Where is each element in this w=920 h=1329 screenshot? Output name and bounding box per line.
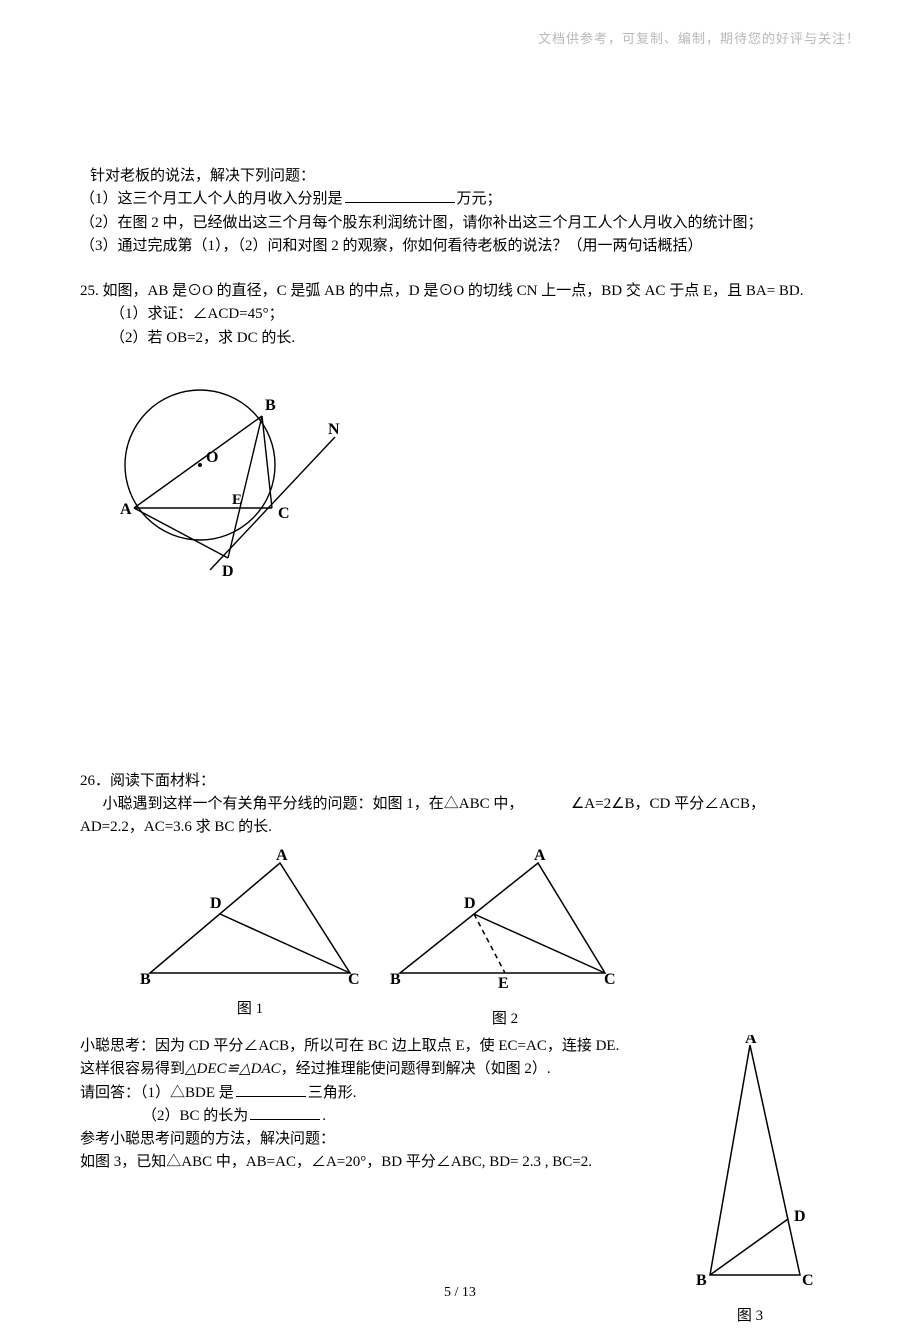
q26f2-B: B	[390, 971, 401, 988]
q26-fig3-caption: 图 3	[660, 1305, 840, 1328]
q26-ask1-tail: 三角形.	[308, 1085, 357, 1101]
q26-para1-a: 小聪遇到这样一个有关角平分线的问题：如图 1，在△ABC 中，	[103, 796, 524, 812]
blank-income	[345, 189, 455, 204]
q25-label-N: N	[328, 421, 340, 438]
q25-label-E: E	[232, 492, 242, 508]
q26-para1-b: ∠A=2∠B，CD 平分∠ACB，	[571, 796, 765, 812]
preamble-line3: （3）通过完成第（1），（2）问和对图 2 的观察，你如何看待老板的说法？（用一…	[80, 235, 840, 258]
q25-stem: 25. 如图，AB 是⊙O 的直径，C 是弧 AB 的中点，D 是⊙O 的切线 …	[80, 280, 840, 303]
preamble-line1-post: 万元；	[457, 191, 502, 207]
q26-ask2: （2）BC 的长为.	[80, 1105, 652, 1128]
q26f3-A: A	[745, 1035, 757, 1047]
q26-ref: 参考小聪思考问题的方法，解决问题：	[80, 1128, 652, 1151]
page-number: 5 / 13	[0, 1285, 920, 1301]
q26-ask2-pre: （2）BC 的长为	[142, 1108, 248, 1124]
q26f2-A: A	[534, 848, 546, 864]
q26f1-A: A	[276, 848, 288, 864]
q26-figure1: A B C D	[140, 848, 360, 988]
q26f1-C: C	[348, 971, 360, 988]
q26-think2: 这样很容易得到△DEC≌△DAC，经过推理能使问题得到解决（如图 2）.	[80, 1058, 652, 1081]
blank-triangle-type	[236, 1082, 306, 1097]
q26-lead: 26．阅读下面材料：	[80, 770, 840, 793]
q25-label-O: O	[206, 449, 218, 466]
q25-part2: （2）若 OB=2，求 DC 的长.	[110, 327, 840, 350]
q26-ask2-tail: .	[322, 1108, 326, 1124]
q26-ask1-pre: 请回答：（1）△BDE 是	[80, 1085, 234, 1101]
q25-label-A: A	[120, 501, 132, 518]
q26-think2-c: ，经过推理能使问题得到解决（如图 2）.	[281, 1061, 551, 1077]
q26f1-D: D	[210, 895, 222, 912]
q25-label-D: D	[222, 563, 234, 580]
q25-part1: （1）求证：∠ACD=45°；	[110, 303, 840, 326]
q26-figure2: A B C D E	[390, 848, 620, 998]
q25-figure: A B C D E N O	[100, 370, 340, 600]
q26f2-E: E	[498, 975, 509, 992]
q26f3-D: D	[794, 1208, 806, 1225]
q26-para1: 小聪遇到这样一个有关角平分线的问题：如图 1，在△ABC 中， ∠A=2∠B，C…	[80, 793, 840, 816]
blank-bc-length	[250, 1105, 320, 1120]
q26f2-C: C	[604, 971, 616, 988]
q26-ask1: 请回答：（1）△BDE 是 三角形.	[80, 1082, 652, 1105]
content-body: 针对老板的说法，解决下列问题： （1）这三个月工人个人的月收入分别是 万元； （2…	[0, 0, 920, 1329]
q26f2-D: D	[464, 895, 476, 912]
q26-figure3: A B C D	[670, 1035, 830, 1295]
q26-para2: AD=2.2，AC=3.6 求 BC 的长.	[80, 816, 840, 839]
q25-label-B: B	[265, 397, 276, 414]
q26-fig1-caption: 图 1	[140, 998, 360, 1021]
q26-fig3text: 如图 3，已知△ABC 中，AB=AC，∠A=20°，BD 平分∠ABC, BD…	[80, 1151, 652, 1174]
q26-think2-a: 这样很容易得到	[80, 1061, 185, 1077]
q25-label-C: C	[278, 505, 290, 522]
q26f1-B: B	[140, 971, 151, 988]
q26-fig2-caption: 图 2	[390, 1008, 620, 1031]
preamble-line1-pre: （1）这三个月工人个人的月收入分别是	[80, 191, 343, 207]
q26-think1: 小聪思考：因为 CD 平分∠ACB，所以可在 BC 边上取点 E，使 EC=AC…	[80, 1035, 652, 1058]
header-note: 文档供参考，可复制、编制，期待您的好评与关注！	[538, 28, 860, 47]
preamble-line0: 针对老板的说法，解决下列问题：	[90, 165, 840, 188]
preamble-line2: （2）在图 2 中，已经做出这三个月每个股东利润统计图，请你补出这三个月工人个人…	[80, 212, 840, 235]
preamble-line1: （1）这三个月工人个人的月收入分别是 万元；	[80, 188, 840, 211]
q26-think2-b: △DEC≌△DAC	[185, 1061, 281, 1077]
